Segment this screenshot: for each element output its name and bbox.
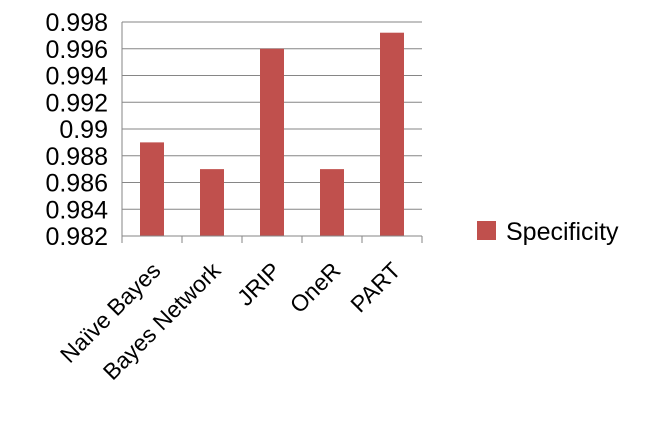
x-tick-label: PART — [345, 257, 405, 317]
bar — [260, 48, 284, 236]
y-tick-label: 0.994 — [45, 63, 108, 91]
legend: Specificity — [477, 218, 619, 246]
bar — [140, 142, 164, 236]
y-tick-label: 0.99 — [59, 116, 108, 144]
bar — [320, 169, 344, 236]
legend-label-specificity: Specificity — [506, 218, 619, 246]
y-tick-label: 0.988 — [45, 143, 108, 171]
bar — [200, 169, 224, 236]
y-tick-labels: 0.9820.9840.9860.9880.990.9920.9940.9960… — [45, 9, 108, 251]
y-tick-label: 0.986 — [45, 170, 108, 198]
bar — [380, 32, 404, 237]
y-tick-label: 0.998 — [45, 9, 108, 37]
y-tick-label: 0.992 — [45, 89, 108, 117]
y-tick-label: 0.982 — [45, 223, 108, 251]
axes — [121, 22, 423, 243]
x-tick-label: OneR — [285, 257, 346, 318]
x-tick-label: JRIP — [232, 257, 286, 311]
legend-swatch-specificity — [477, 221, 496, 240]
y-tick-label: 0.984 — [45, 196, 108, 224]
bars — [140, 32, 404, 237]
y-tick-label: 0.996 — [45, 36, 108, 64]
